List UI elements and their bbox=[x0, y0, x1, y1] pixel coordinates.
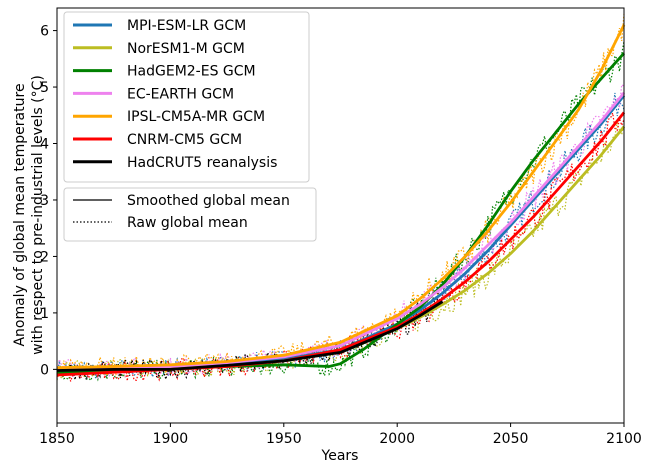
legend-label-2: HadGEM2-ES GCM bbox=[127, 64, 256, 80]
smoothed-line-6 bbox=[56, 300, 444, 372]
legend-label-0: MPI-ESM-LR GCM bbox=[127, 18, 246, 34]
x-tick-label: 1900 bbox=[153, 431, 189, 447]
x-axis-title: Years bbox=[321, 448, 359, 464]
x-tick-label: 2050 bbox=[493, 431, 529, 447]
legend-label-6: HadCRUT5 reanalysis bbox=[127, 155, 277, 171]
x-tick-label: 2100 bbox=[606, 431, 642, 447]
y-tick-label: 0 bbox=[40, 362, 49, 378]
x-tick-label: 1850 bbox=[39, 431, 75, 447]
y-tick-label: 2 bbox=[40, 249, 49, 265]
smoothed-line-4 bbox=[56, 24, 626, 370]
style-legend-label-1: Raw global mean bbox=[127, 215, 248, 231]
x-tick-label: 1950 bbox=[266, 431, 302, 447]
style-legend: Smoothed global mean Raw global mean bbox=[63, 187, 317, 242]
y-tick-label: 6 bbox=[40, 24, 49, 40]
legend-label-3: EC-EARTH GCM bbox=[127, 86, 234, 102]
y-tick-label: 3 bbox=[40, 193, 49, 209]
style-legend-box bbox=[63, 187, 317, 242]
legend-label-1: NorESM1-M GCM bbox=[127, 41, 245, 57]
legend-label-5: CNRM-CM5 GCM bbox=[127, 132, 242, 148]
x-tick-label: 2000 bbox=[379, 431, 415, 447]
y-tick-label: 1 bbox=[40, 306, 49, 322]
plot-frame bbox=[56, 7, 625, 424]
plot-lines bbox=[56, 13, 626, 382]
y-axis-title-line2: with respect to pre-industrial levels (°… bbox=[30, 75, 46, 355]
x-axis: 1850 1900 1950 2000 2050 2100 bbox=[39, 423, 642, 447]
series-legend-box bbox=[63, 11, 310, 183]
legend-label-4: IPSL-CM5A-MR GCM bbox=[127, 109, 265, 125]
series-legend: MPI-ESM-LR GCM NorESM1-M GCM HadGEM2-ES GC… bbox=[63, 11, 310, 183]
y-axis-title-line1: Anomaly of global mean temperature bbox=[12, 83, 28, 346]
style-legend-label-0: Smoothed global mean bbox=[127, 193, 290, 209]
y-axis: 0 1 2 3 4 5 6 bbox=[40, 24, 57, 378]
y-tick-label: 5 bbox=[40, 80, 49, 96]
y-tick-label: 4 bbox=[40, 137, 49, 153]
raw-line-5 bbox=[56, 110, 625, 382]
